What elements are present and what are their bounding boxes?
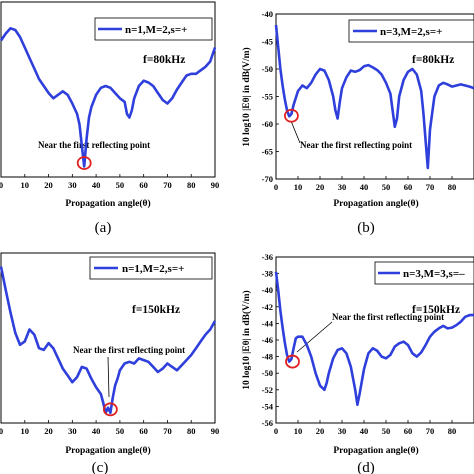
x-tick-label-a: 10 bbox=[21, 180, 30, 190]
legend-box-b bbox=[348, 19, 474, 43]
panel-label-d: (d) bbox=[357, 460, 375, 474]
ylabel-d: 10 log10 |Eθ| in dB(V/m) bbox=[241, 290, 252, 389]
x-tick-label-c: 30 bbox=[68, 426, 77, 436]
subplot-c: n=1,M=2,s=+ f=150kHz Near the first refl… bbox=[0, 252, 220, 474]
legend-text-b: n=3,M=2,s=+ bbox=[380, 26, 442, 38]
x-tick-label-c: 40 bbox=[92, 426, 101, 436]
x-tick-label-d: 60 bbox=[404, 426, 413, 436]
freq-label-a: f=80kHz bbox=[143, 54, 185, 66]
series-line-b bbox=[274, 24, 474, 170]
x-tick-label-b: 0 bbox=[274, 182, 278, 192]
annotation-arrow-c bbox=[107, 356, 110, 398]
reflecting-point-marker-d bbox=[285, 354, 300, 369]
x-tick-label-c: 0 bbox=[0, 426, 3, 436]
x-tick-label-a: 20 bbox=[44, 180, 53, 190]
annotation-c: Near the first reflecting point bbox=[73, 345, 185, 355]
y-tick-label-d: -48 bbox=[262, 352, 273, 362]
x-tick-label-d: 40 bbox=[360, 426, 369, 436]
xlabel-a: Propagation angle(θ) bbox=[65, 198, 150, 209]
x-tick-label-c: 20 bbox=[44, 426, 53, 436]
series-line-c bbox=[0, 266, 217, 415]
x-tick-label-c: 10 bbox=[21, 426, 30, 436]
x-tick-label-c: 50 bbox=[116, 426, 125, 436]
xlabel-c: Propagation angle(θ) bbox=[65, 445, 150, 456]
xlabel-b: Propagation angle(θ) bbox=[333, 198, 418, 209]
x-tick-label-d: 30 bbox=[338, 426, 347, 436]
x-tick-label-a: 90 bbox=[211, 180, 220, 190]
subplot-a: n=1,M=2,s=+ f=80kHz Near the first refle… bbox=[0, 1, 220, 236]
y-tick-label-d: -46 bbox=[262, 335, 273, 345]
y-tick-label-d: -40 bbox=[262, 285, 273, 295]
x-tick-label-a: 60 bbox=[139, 180, 148, 190]
panel-label-c: (c) bbox=[92, 460, 109, 474]
annotation-b: Near the first reflecting point bbox=[300, 140, 412, 150]
x-tick-label-d: 50 bbox=[382, 426, 391, 436]
x-tick-label-a: 70 bbox=[163, 180, 172, 190]
y-tick-label-d: -42 bbox=[262, 302, 273, 312]
x-tick-label-b: 70 bbox=[426, 182, 435, 192]
freq-label-c: f=150kHz bbox=[132, 304, 180, 316]
x-tick-label-d: 10 bbox=[294, 426, 303, 436]
y-tick-label-d: -38 bbox=[262, 269, 273, 279]
y-tick-label-b: -40 bbox=[262, 9, 273, 19]
legend-box-d bbox=[374, 261, 474, 285]
y-tick-label-d: -36 bbox=[262, 252, 273, 262]
freq-label-d: f=150kHz bbox=[412, 304, 460, 316]
panel-label-a: (a) bbox=[95, 220, 112, 236]
y-tick-label-b: -50 bbox=[262, 64, 273, 74]
legend-text-d: n=3,M=3,s=– bbox=[403, 268, 465, 280]
x-tick-label-d: 80 bbox=[448, 426, 457, 436]
y-tick-label-d: -56 bbox=[262, 418, 273, 428]
annotation-a: Near the first reflecting point bbox=[38, 140, 150, 150]
legend-box-a bbox=[94, 17, 213, 41]
y-tick-label-b: -45 bbox=[262, 37, 273, 47]
freq-label-b: f=80kHz bbox=[412, 54, 454, 66]
legend-text-a: n=1,M=2,s=+ bbox=[125, 24, 187, 36]
x-tick-label-d: 0 bbox=[274, 426, 278, 436]
x-tick-label-c: 70 bbox=[163, 426, 172, 436]
plot-area-d bbox=[275, 256, 474, 424]
legend-box-c bbox=[89, 256, 213, 280]
y-tick-label-b: -60 bbox=[262, 119, 273, 129]
x-tick-label-b: 30 bbox=[338, 182, 347, 192]
x-tick-label-a: 50 bbox=[116, 180, 125, 190]
legend-text-c: n=1,M=2,s=+ bbox=[122, 263, 184, 275]
x-tick-label-a: 0 bbox=[0, 180, 3, 190]
x-tick-label-b: 60 bbox=[404, 182, 413, 192]
x-tick-label-b: 80 bbox=[448, 182, 457, 192]
x-tick-label-b: 40 bbox=[360, 182, 369, 192]
annotation-d: Near the first reflecting point bbox=[332, 312, 444, 322]
subplot-b: n=3,M=2,s=+ f=80kHz Near the first refle… bbox=[241, 9, 474, 236]
x-tick-label-c: 80 bbox=[187, 426, 196, 436]
y-tick-label-d: -54 bbox=[262, 401, 274, 411]
x-tick-label-c: 90 bbox=[211, 426, 220, 436]
x-tick-label-a: 30 bbox=[68, 180, 77, 190]
x-tick-label-a: 40 bbox=[92, 180, 101, 190]
y-tick-label-d: -50 bbox=[262, 368, 273, 378]
y-tick-label-d: -52 bbox=[262, 385, 273, 395]
series-line-d bbox=[274, 271, 474, 406]
annotation-arrow-d bbox=[296, 321, 333, 353]
ylabel-b: 10 log10 |Eθ| in dB(V/m) bbox=[241, 47, 252, 146]
y-tick-label-b: -70 bbox=[262, 174, 273, 184]
x-tick-label-d: 20 bbox=[316, 426, 325, 436]
reflecting-point-marker-b bbox=[283, 108, 299, 123]
x-tick-label-b: 20 bbox=[316, 182, 325, 192]
annotation-arrow-b bbox=[290, 120, 301, 144]
y-tick-label-d: -44 bbox=[262, 318, 274, 328]
series-line-a bbox=[0, 27, 217, 168]
y-tick-label-b: -65 bbox=[262, 147, 273, 157]
xlabel-d: Propagation angle(θ) bbox=[333, 445, 418, 456]
x-tick-label-b: 50 bbox=[382, 182, 391, 192]
x-tick-label-b: 10 bbox=[294, 182, 303, 192]
x-tick-label-c: 60 bbox=[139, 426, 148, 436]
panel-label-b: (b) bbox=[357, 220, 375, 236]
y-tick-label-b: -55 bbox=[262, 92, 273, 102]
x-tick-label-a: 80 bbox=[187, 180, 196, 190]
reflecting-point-marker-a bbox=[76, 156, 92, 170]
x-tick-label-d: 70 bbox=[426, 426, 435, 436]
subplot-d: n=3,M=3,s=– f=150kHz Near the first refl… bbox=[241, 252, 474, 474]
reflecting-point-marker-c bbox=[102, 402, 118, 417]
